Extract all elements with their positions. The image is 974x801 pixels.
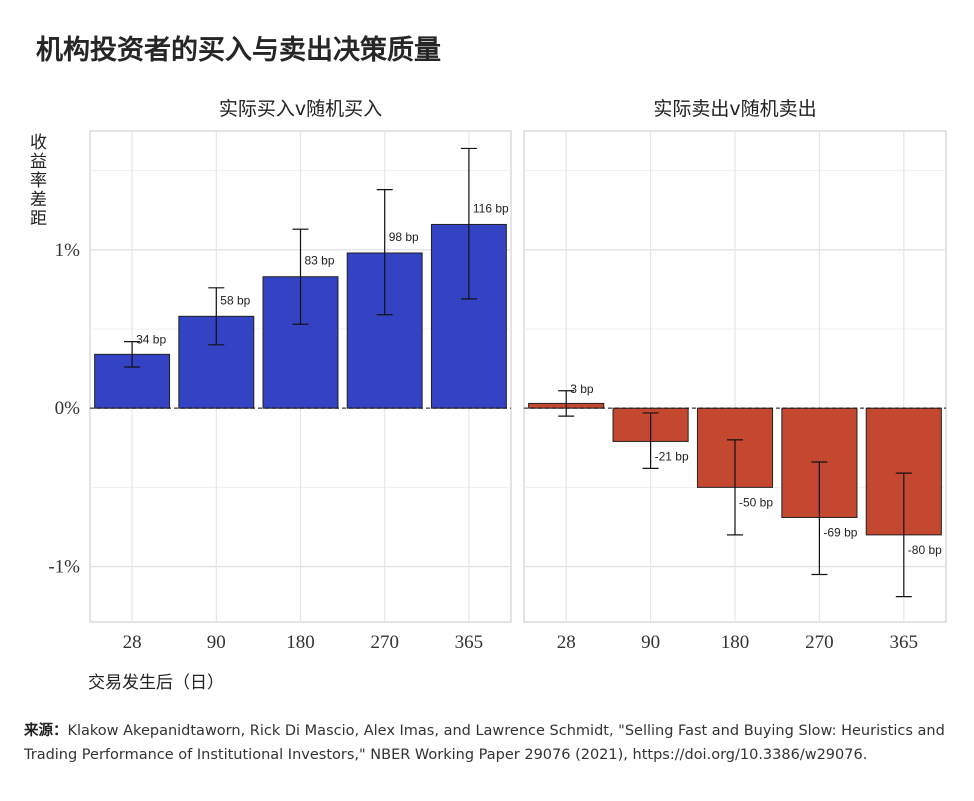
chart-area: 实际买入v随机买入 34 bp 58 bp 83 bp 98 bp 116 bp 28 90 1… [48, 98, 947, 653]
y-tick-label: 0% [55, 398, 81, 419]
data-label-365: -80 bp [908, 543, 942, 557]
data-label-365: 116 bp [473, 201, 509, 215]
x-tick-label: 365 [455, 632, 484, 653]
chart-title: 机构投资者的买入与卖出决策质量 [36, 35, 441, 66]
data-label-270: -69 bp [823, 525, 857, 539]
data-label-90: -21 bp [655, 449, 689, 463]
x-tick-label: 270 [805, 632, 834, 653]
source-note: 来源：Klakow Akepanidtaworn, Rick Di Mascio… [24, 719, 959, 767]
x-tick-label: 270 [370, 632, 399, 653]
panel-buy: 实际买入v随机买入 34 bp 58 bp 83 bp 98 bp 116 bp 28 90 1… [89, 98, 512, 653]
data-label-28: 3 bp [570, 382, 594, 396]
source-label: 来源： [24, 723, 68, 739]
x-tick-label: 90 [207, 632, 226, 653]
x-tick-label: 180 [286, 632, 315, 653]
panel-title: 实际卖出v随机卖出 [653, 98, 816, 120]
data-label-90: 58 bp [220, 293, 250, 307]
x-tick-label: 28 [557, 632, 576, 653]
data-label-270: 98 bp [389, 230, 419, 244]
data-label-180: 83 bp [305, 254, 335, 268]
x-tick-label: 180 [721, 632, 750, 653]
y-tick-label: 1% [55, 240, 81, 261]
panel-sell: 实际卖出v随机卖出 3 bp -21 bp -50 bp -69 bp -80 bp 28 9… [523, 98, 947, 653]
source-text: Klakow Akepanidtaworn, Rick Di Mascio, A… [24, 723, 945, 763]
x-tick-label: 365 [890, 632, 919, 653]
x-tick-label: 28 [123, 632, 142, 653]
x-axis-title: 交易发生后（日） [88, 673, 224, 693]
y-axis-title: 收益率差距 [30, 133, 47, 229]
x-tick-label: 90 [641, 632, 660, 653]
data-label-180: -50 bp [739, 495, 773, 509]
y-tick-label: -1% [48, 557, 80, 578]
data-label-28: 34 bp [136, 333, 166, 347]
panel-title: 实际买入v随机买入 [219, 98, 382, 120]
